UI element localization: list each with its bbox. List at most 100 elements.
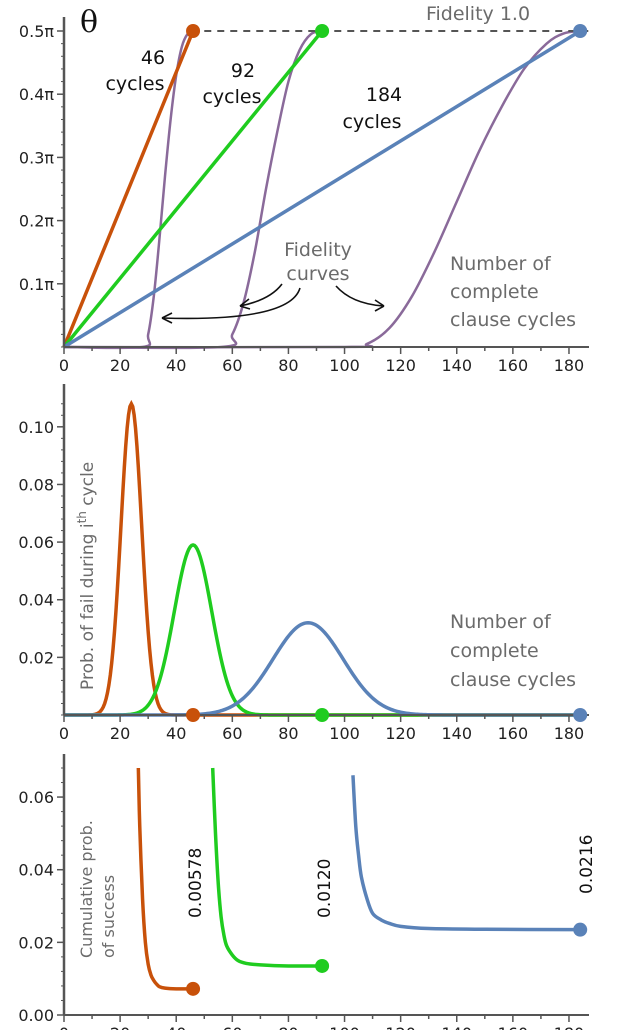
fail-prob-y-tick-label: 0.10: [18, 418, 54, 437]
theta-y-tick-label: 0.2π: [19, 212, 54, 231]
xlabel-b-line2: complete: [450, 640, 539, 662]
cumulative-curve-184: [351, 775, 581, 932]
theta-y-tick-label: 0.1π: [19, 275, 54, 294]
fidelity-line-label: Fidelity 1.0: [426, 3, 530, 25]
fail-prob-y-tick-label: 0.04: [18, 591, 54, 610]
theta-x-tick-label: 20: [110, 356, 130, 375]
xlabel-a-line1: Number of: [450, 253, 552, 275]
theta-line-46: [62, 30, 195, 348]
fail-prob-y-tick-label: 0.06: [18, 533, 54, 552]
fail-prob-x-tick-label: 60: [222, 724, 242, 743]
cumulative-x-tick-label: 140: [441, 1024, 472, 1030]
cumulative-ylabel-line1: Cumulative prob.: [77, 820, 96, 958]
arrow-to-curve-92: [239, 283, 283, 307]
cumulative-y-tick-label: 0.02: [18, 933, 54, 952]
theta-endpoint-46: [186, 24, 201, 38]
fail-prob-y-tick-label: 0.08: [18, 475, 54, 494]
ylabel-sup: th: [75, 511, 89, 523]
theta-x-tick-label: 60: [222, 356, 242, 375]
cumulative-y-tick-label: 0.00: [18, 1006, 54, 1025]
fail-prob-x-tick-label: 0: [59, 724, 69, 743]
fail-prob-axes: 0 20 40 60 80 100 120 140 160 180 0.02 0.04 0.06 0.08…: [18, 384, 589, 743]
end-value-46: 0.00578: [186, 848, 206, 918]
end-value-184: 0.0216: [577, 835, 597, 894]
xlabel-b-line3: clause cycles: [450, 669, 576, 691]
xlabel-a-line2: complete: [450, 281, 539, 303]
series-label-92-number: 92: [231, 60, 255, 82]
theta-endpoint-184: [573, 24, 588, 38]
arrow-to-curve-46: [161, 287, 301, 320]
panel-cumulative: 0 20 40 60 80 100 120 140 160 180 0.00 0.02 0.04 0.06…: [18, 754, 597, 1030]
fidelity-arrows: [161, 283, 385, 324]
arrowhead-184: [374, 299, 385, 312]
theta-x-tick-label: 40: [166, 356, 186, 375]
cumulative-curves: [136, 767, 581, 991]
panel-fail-prob: 0 20 40 60 80 100 120 140 160 180 0.02 0.04 0.06 0.08…: [18, 384, 589, 743]
theta-endpoint-92: [315, 24, 330, 38]
theta-x-tick-label: 180: [554, 356, 585, 375]
theta-axis-label: θ: [80, 5, 98, 40]
fail-prob-x-tick-label: 180: [554, 724, 585, 743]
series-label-92-unit: cycles: [202, 86, 261, 108]
fail-prob-x-tick-label: 100: [329, 724, 360, 743]
panel-theta: θ Fidelity 1.0 0 20 40 60 80 100 120 140 160 180 0…: [19, 3, 589, 375]
end-value-92: 0.0120: [315, 859, 335, 918]
theta-line-92: [62, 29, 324, 349]
fail-prob-endpoint-184: [573, 708, 588, 722]
theta-x-tick-label: 140: [441, 356, 472, 375]
fail-prob-x-tick-label: 140: [441, 724, 472, 743]
cumulative-y-tick-label: 0.04: [18, 861, 54, 880]
cumulative-x-tick-label: 160: [498, 1024, 529, 1030]
cumulative-x-tick-label: 80: [278, 1024, 298, 1030]
fail-prob-x-tick-label: 160: [498, 724, 529, 743]
cumulative-endpoint-46: [186, 981, 201, 996]
fail-prob-x-tick-label: 80: [278, 724, 298, 743]
xlabel-b-line1: Number of: [450, 611, 552, 633]
theta-x-tick-label: 80: [278, 356, 298, 375]
cumulative-x-tick-label: 180: [554, 1024, 585, 1030]
theta-lines-group: [62, 29, 582, 349]
series-label-46-number: 46: [141, 47, 165, 69]
cumulative-curve-92: [210, 767, 323, 968]
cumulative-x-tick-label: 40: [166, 1024, 186, 1030]
cumulative-axes: 0 20 40 60 80 100 120 140 160 180 0.00 0.02 0.04 0.06: [18, 754, 589, 1030]
cumulative-endpoints: [186, 922, 588, 996]
ylabel-post: cycle: [78, 462, 98, 511]
cumulative-x-tick-label: 20: [110, 1024, 130, 1030]
cumulative-x-tick-label: 60: [222, 1024, 242, 1030]
ylabel-pre: Prob. of fail during i: [78, 523, 98, 690]
cumulative-x-tick-label: 0: [59, 1024, 69, 1030]
fail-prob-y-tick-label: 0.02: [18, 648, 54, 667]
fail-prob-x-tick-label: 120: [385, 724, 416, 743]
cumulative-x-tick-label: 100: [329, 1024, 360, 1030]
cumulative-endpoint-92: [315, 958, 330, 973]
arrow-to-curve-184: [335, 285, 385, 307]
theta-x-tick-label: 120: [385, 356, 416, 375]
fidelity-curves-label-line1: Fidelity: [284, 239, 352, 261]
series-label-184-number: 184: [366, 84, 402, 106]
fidelity-curve-92: [63, 29, 323, 350]
fidelity-curves-label-line2: curves: [286, 263, 349, 285]
theta-x-tick-label: 0: [59, 356, 69, 375]
cumulative-ylabel-line2: of success: [99, 875, 118, 958]
arrowhead-92: [239, 298, 251, 310]
theta-x-tick-label: 160: [498, 356, 529, 375]
theta-y-tick-label: 0.4π: [19, 85, 54, 104]
cumulative-endpoint-184: [573, 922, 588, 937]
fail-prob-ylabel: Prob. of fail during ith cycle: [75, 462, 98, 690]
series-label-46-unit: cycles: [105, 73, 164, 95]
fail-prob-x-tick-label: 20: [110, 724, 130, 743]
series-label-184-unit: cycles: [342, 111, 401, 133]
theta-x-tick-label: 100: [329, 356, 360, 375]
fail-prob-x-tick-label: 40: [166, 724, 186, 743]
fidelity-curve-46: [63, 29, 194, 350]
xlabel-a-line3: clause cycles: [450, 309, 576, 331]
cumulative-curve-46: [136, 767, 194, 991]
fail-prob-endpoint-92: [315, 708, 330, 722]
fail-prob-endpoint-46: [186, 708, 201, 722]
fail-prob-endpoints: [186, 708, 588, 722]
theta-endpoints: [186, 24, 588, 38]
theta-y-tick-label: 0.5π: [19, 22, 54, 41]
arrowhead-46: [161, 312, 173, 324]
